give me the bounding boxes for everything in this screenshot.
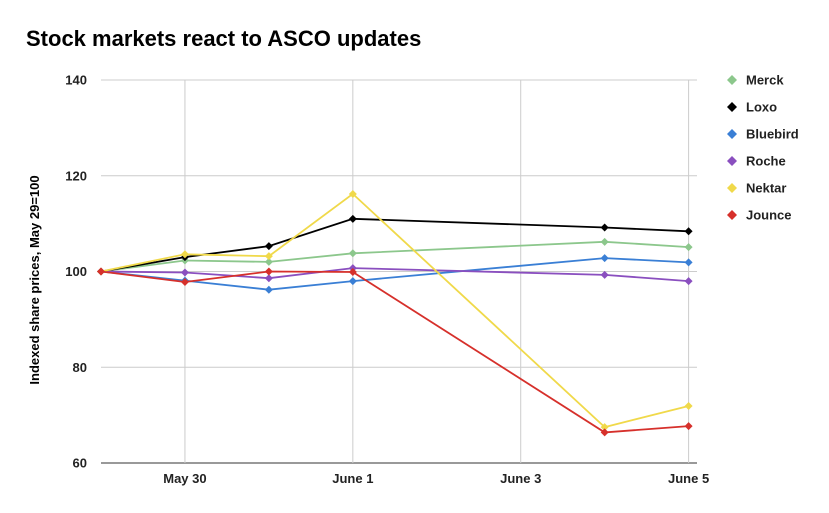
legend-marker <box>727 129 737 139</box>
x-axis-ticks: May 30 June 1 June 3 June 5 <box>163 471 709 486</box>
series-line-roche <box>100 267 689 282</box>
legend-marker <box>727 75 737 85</box>
data-point-jounce <box>264 267 273 276</box>
data-point-merck <box>264 257 273 266</box>
data-point-jounce <box>180 278 189 287</box>
legend-label: Loxo <box>746 100 777 115</box>
series-line-loxo <box>100 217 689 273</box>
data-point-nektar <box>180 250 189 259</box>
data-point-loxo <box>684 227 693 236</box>
data-point-nektar <box>684 402 693 411</box>
legend-label: Jounce <box>746 208 792 223</box>
data-point-bluebird <box>264 285 273 294</box>
y-tick-label: 80 <box>73 360 87 375</box>
series-line-merck <box>100 240 689 273</box>
legend-marker <box>727 210 737 220</box>
y-tick-label: 120 <box>65 168 87 183</box>
data-point-bluebird <box>684 258 693 267</box>
data-point-nektar <box>600 423 609 432</box>
chart-title: Stock markets react to ASCO updates <box>26 26 422 51</box>
x-tick-label: June 5 <box>668 471 709 486</box>
legend-item-jounce: Jounce <box>727 208 792 223</box>
x-tick-label: May 30 <box>163 471 206 486</box>
data-point-roche <box>600 270 609 279</box>
x-tick-label: June 1 <box>332 471 373 486</box>
data-point-roche <box>180 268 189 277</box>
legend-marker <box>727 183 737 193</box>
data-point-bluebird <box>348 277 357 286</box>
data-point-jounce <box>348 267 357 276</box>
legend-item-merck: Merck <box>727 73 784 88</box>
data-point-merck <box>684 243 693 252</box>
series-lines <box>97 189 693 437</box>
series-line-jounce <box>100 270 689 434</box>
data-point-loxo <box>600 223 609 232</box>
data-point-roche <box>684 277 693 286</box>
y-tick-label: 100 <box>65 264 87 279</box>
data-point-nektar <box>264 252 273 261</box>
x-tick-label: June 3 <box>500 471 541 486</box>
data-point-jounce <box>97 267 105 276</box>
data-point-nektar <box>348 189 357 198</box>
legend-label: Nektar <box>746 181 786 196</box>
series-line-nektar <box>100 192 689 429</box>
legend-item-bluebird: Bluebird <box>727 127 799 142</box>
legend-marker <box>727 156 737 166</box>
data-point-bluebird <box>600 254 609 263</box>
y-axis-ticks: 140 120 100 80 60 <box>65 73 87 471</box>
y-tick-label: 140 <box>65 73 87 88</box>
series-jounce <box>97 267 693 437</box>
data-point-jounce <box>600 428 609 437</box>
data-point-roche <box>264 274 273 283</box>
data-point-merck <box>348 249 357 258</box>
data-point-loxo <box>348 214 357 223</box>
legend-label: Roche <box>746 154 786 169</box>
legend-label: Merck <box>746 73 784 88</box>
legend-item-roche: Roche <box>727 154 786 169</box>
series-loxo <box>97 214 693 276</box>
legend-marker <box>727 102 737 112</box>
y-axis-label: Indexed share prices, May 29=100 <box>27 175 42 384</box>
data-point-loxo <box>264 242 273 251</box>
data-point-merck <box>600 237 609 246</box>
legend-item-loxo: Loxo <box>727 100 777 115</box>
data-point-jounce <box>684 422 693 431</box>
legend-label: Bluebird <box>746 127 799 142</box>
grid-lines <box>101 79 697 464</box>
legend: Merck Loxo Bluebird Roche Nektar Jounce <box>727 73 799 223</box>
y-tick-label: 60 <box>73 456 87 471</box>
legend-item-nektar: Nektar <box>727 181 786 196</box>
series-line-bluebird <box>100 257 689 291</box>
